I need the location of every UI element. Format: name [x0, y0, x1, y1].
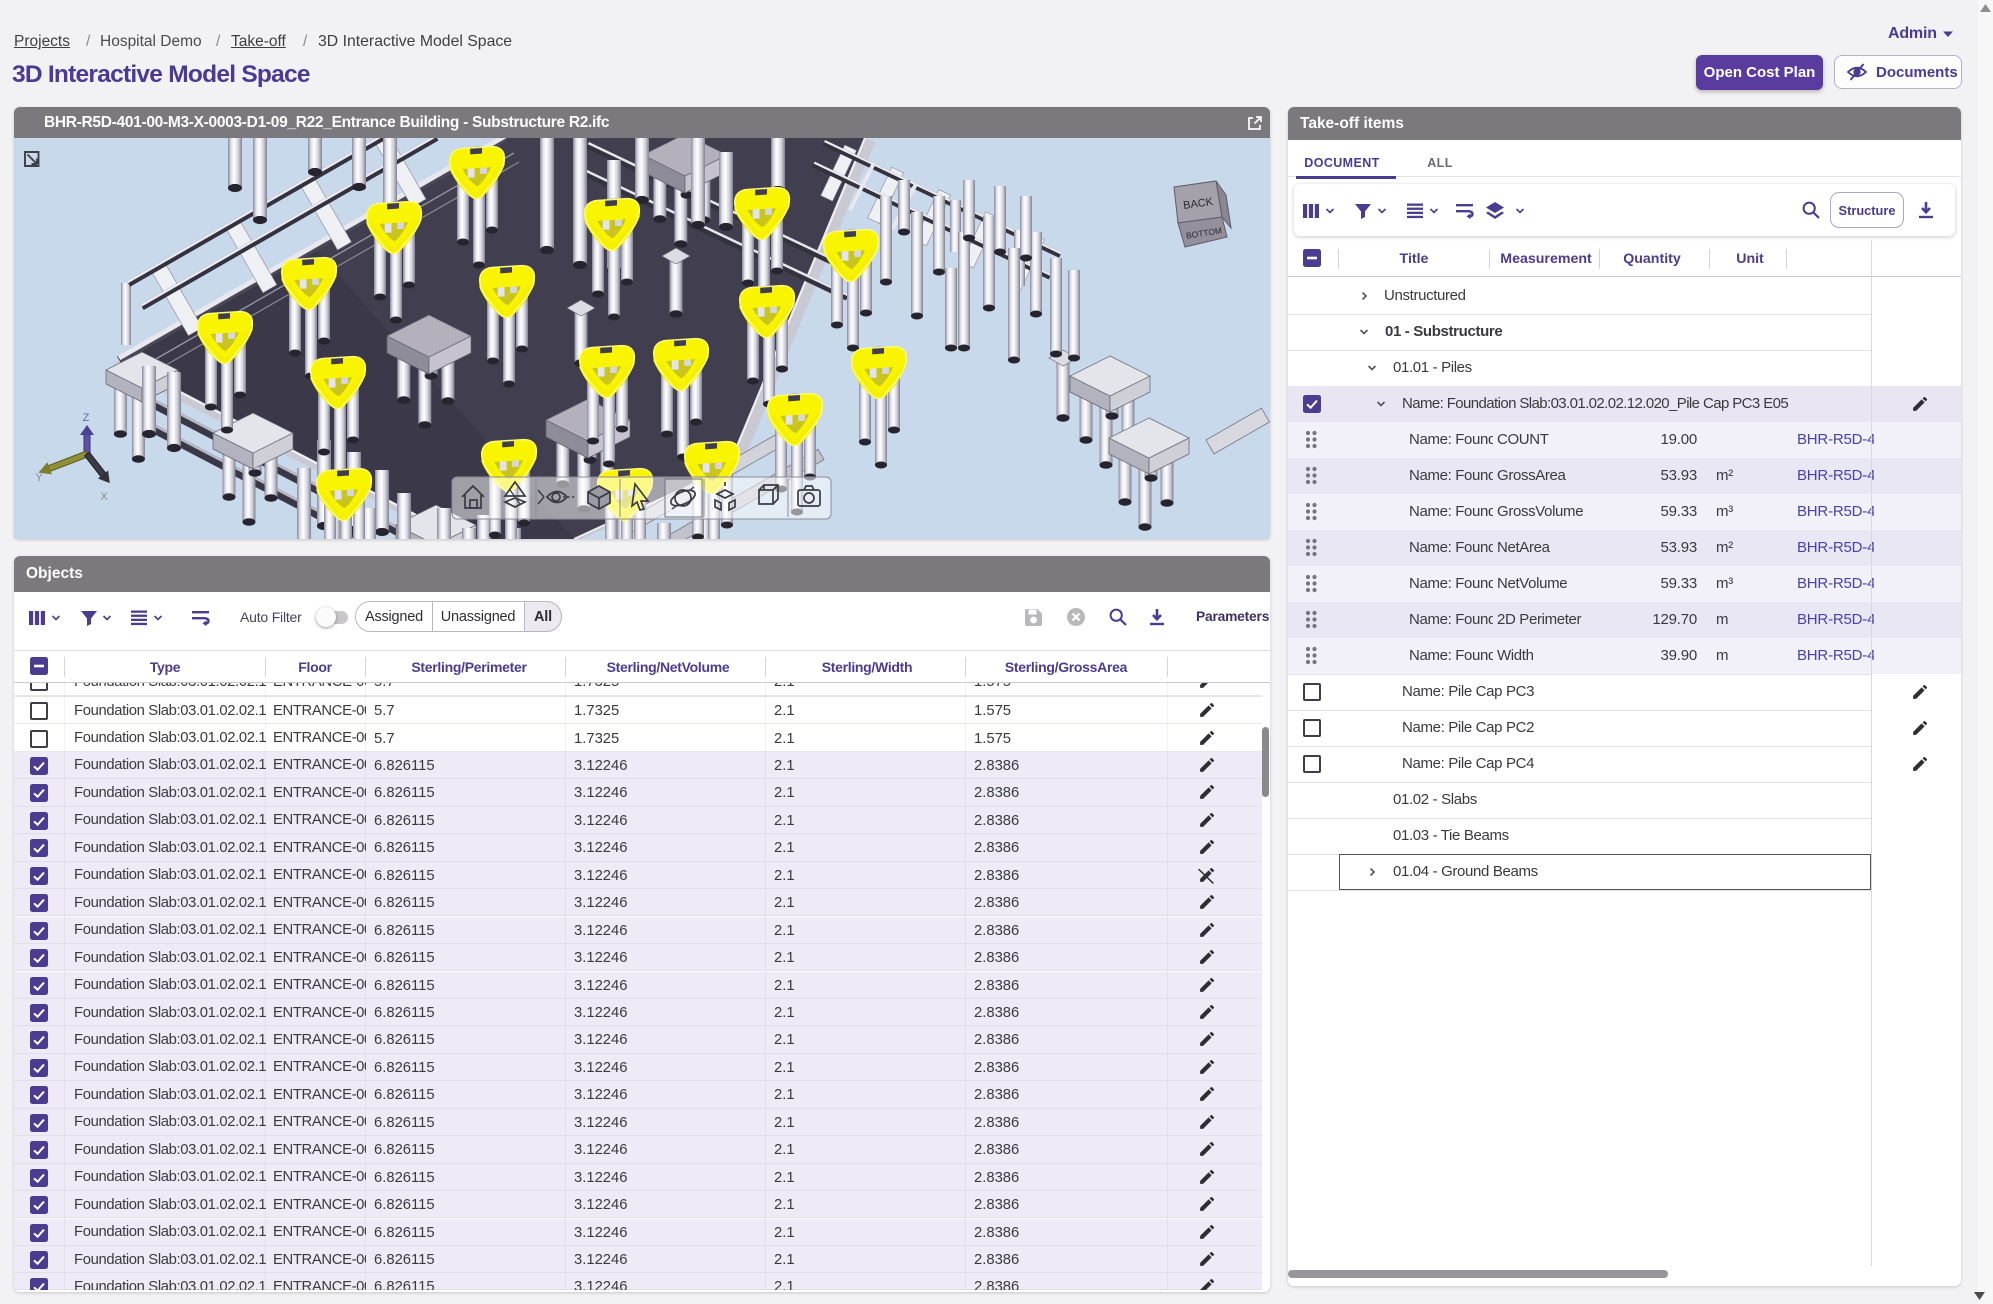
svg-text:X: X	[100, 491, 108, 503]
svg-text:Y: Y	[35, 472, 43, 484]
svg-text:Z: Z	[83, 412, 90, 424]
svg-text:BACK: BACK	[1182, 196, 1214, 212]
